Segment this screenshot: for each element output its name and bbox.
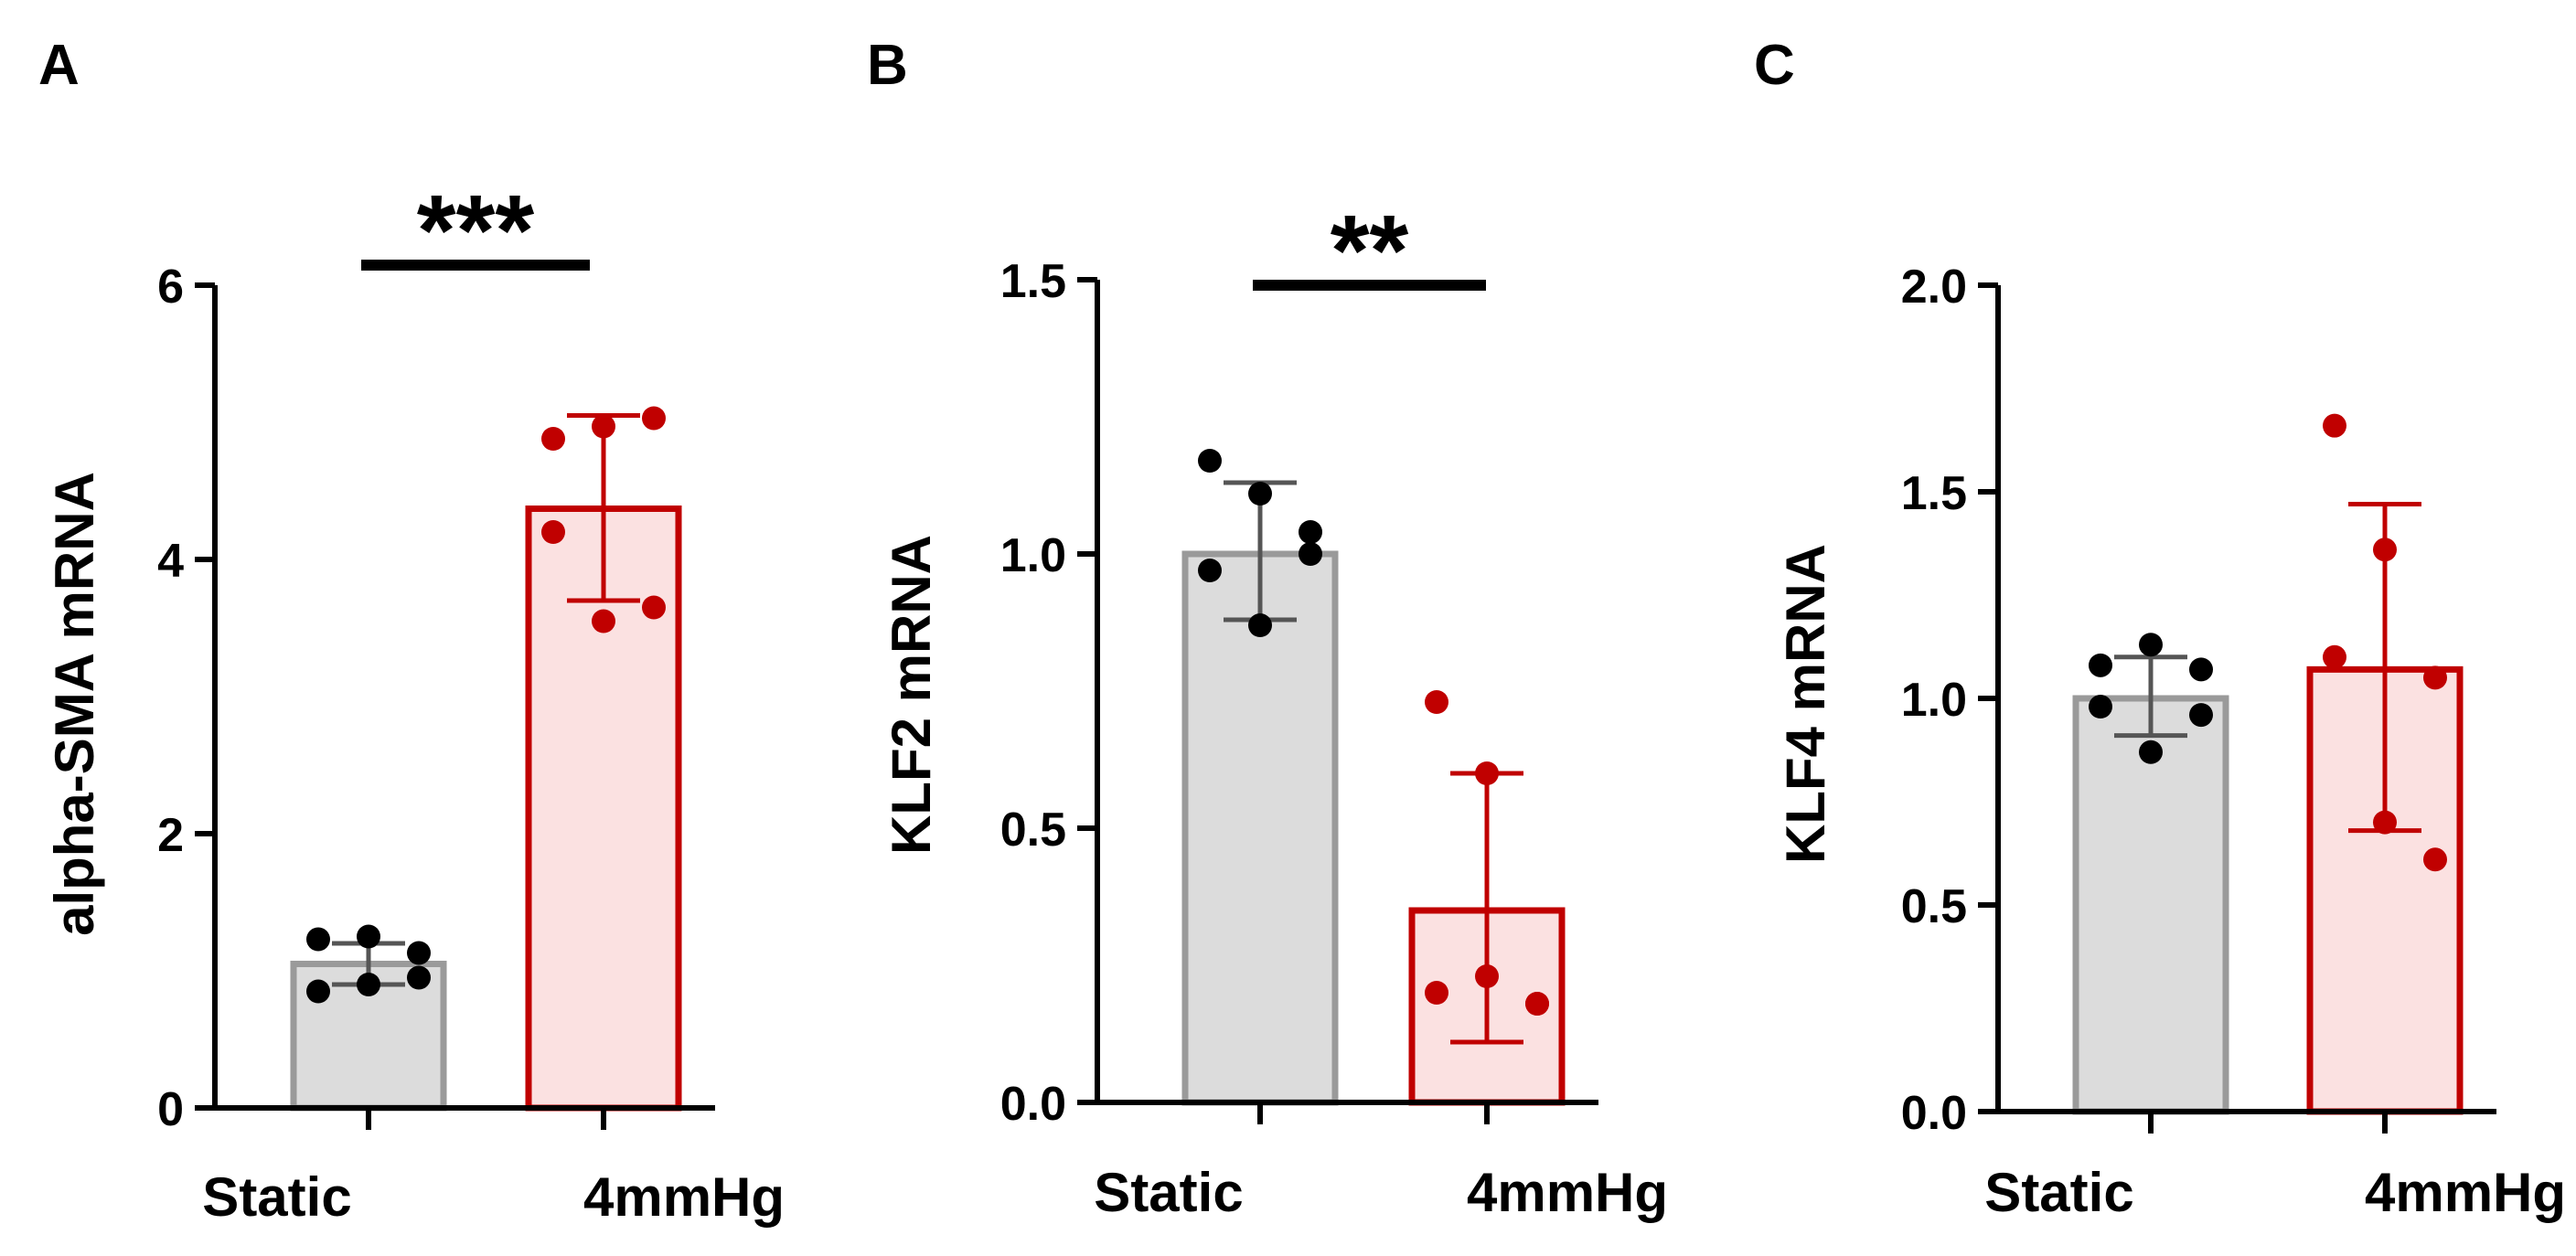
data-point	[1198, 449, 1222, 473]
data-point	[306, 927, 330, 952]
data-point	[2423, 847, 2447, 872]
panel-b: B KLF2 mRNA Static 4mmHg ** 0.00.51.01.5	[867, 34, 1668, 1223]
panel-letter: C	[1754, 34, 1795, 97]
data-point	[2373, 538, 2397, 562]
category-label-static: Static	[202, 1166, 351, 1228]
data-point	[2373, 810, 2397, 835]
y-tick-label: 4	[157, 535, 184, 588]
y-tick-label: 1.0	[1901, 674, 1967, 727]
data-point	[407, 941, 431, 965]
data-point	[2139, 633, 2163, 657]
plot-area: 0.0 0.5 1.0 1.5	[1000, 255, 1598, 1131]
y-tick-label: 1.5	[1000, 255, 1066, 308]
category-label-4mmhg: 4mmHg	[583, 1166, 785, 1228]
data-point	[2323, 413, 2346, 438]
data-point	[642, 406, 666, 431]
data-point	[2189, 703, 2213, 728]
data-point	[592, 414, 615, 439]
y-axis-title: KLF4 mRNA	[1775, 544, 1836, 864]
category-label-4mmhg: 4mmHg	[1467, 1162, 1668, 1223]
y-axis-title: alpha-SMA mRNA	[44, 472, 105, 936]
data-point	[1525, 992, 1549, 1016]
data-point	[407, 965, 431, 990]
category-label-4mmhg: 4mmHg	[2365, 1162, 2566, 1223]
category-label-static: Static	[1094, 1162, 1243, 1223]
y-tick-label: 0.5	[1901, 880, 1967, 933]
data-point	[1475, 964, 1499, 988]
data-point	[2139, 740, 2163, 764]
y-tick-label: 6	[157, 261, 184, 314]
data-point	[1425, 981, 1448, 1005]
y-tick-label: 2	[157, 809, 184, 862]
data-point	[2089, 695, 2112, 719]
data-point	[1198, 559, 1222, 582]
panel-letter: A	[38, 34, 80, 97]
data-point	[1299, 542, 1322, 566]
data-point	[2423, 665, 2447, 690]
data-point	[642, 595, 666, 620]
data-point	[306, 979, 330, 1004]
data-point	[2189, 657, 2213, 682]
y-tick-label: 0.0	[1901, 1087, 1967, 1140]
bar-static	[2072, 695, 2229, 1115]
y-tick-label: 0.0	[1000, 1078, 1066, 1131]
y-tick-label: 1.5	[1901, 467, 1967, 520]
data-point	[541, 520, 565, 544]
y-tick-label: 0	[157, 1083, 184, 1136]
plot-area: 0.0 0.5 1.0 1.5 2.0	[1901, 261, 2496, 1140]
category-label-static: Static	[1984, 1162, 2133, 1223]
y-tick-label: 0.5	[1000, 804, 1066, 857]
y-tick-label: 2.0	[1901, 261, 1967, 314]
data-point	[357, 924, 380, 949]
data-point	[2323, 644, 2346, 669]
data-point	[1425, 690, 1448, 714]
data-point	[541, 427, 565, 451]
y-axis-title: KLF2 mRNA	[881, 535, 942, 855]
data-point	[592, 609, 615, 633]
panel-letter: B	[867, 34, 908, 97]
data-point	[1475, 761, 1499, 785]
data-point	[2089, 653, 2112, 677]
data-point	[1299, 520, 1322, 544]
y-tick-label: 1.0	[1000, 529, 1066, 582]
panel-c: C KLF4 mRNA Static 4mmHg 0.0 0.5 1.0 1.5 2.0	[1754, 34, 2566, 1223]
data-point	[357, 973, 380, 996]
plot-area: 0 2 4 6	[157, 260, 715, 1136]
data-point	[1248, 482, 1272, 506]
data-point	[1248, 613, 1272, 637]
